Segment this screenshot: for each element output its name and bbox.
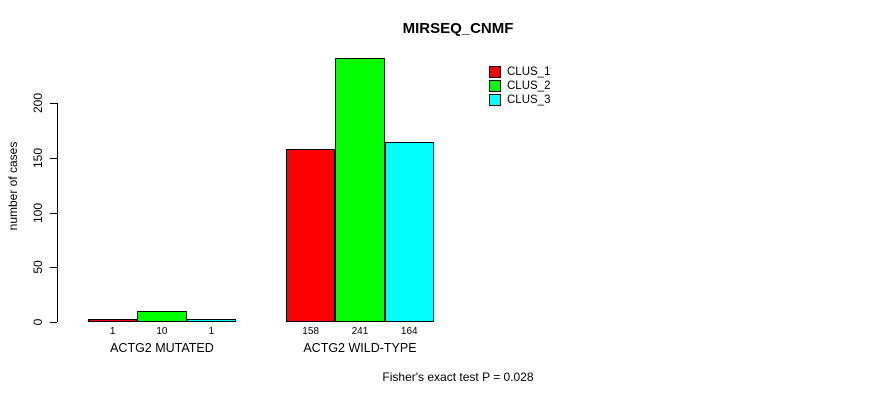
y-tick-mark bbox=[50, 322, 57, 323]
bar-value-label: 1 bbox=[208, 326, 215, 337]
y-tick-label: 0 bbox=[31, 318, 45, 326]
bar-clus_3-actg2-mutated bbox=[186, 319, 236, 322]
legend-swatch bbox=[489, 94, 501, 106]
category-label: ACTG2 WILD-TYPE bbox=[303, 341, 417, 355]
bar-clus_2-actg2-mutated bbox=[137, 311, 187, 322]
y-tick-label: 150 bbox=[31, 147, 45, 168]
legend-label: CLUS_3 bbox=[507, 94, 551, 106]
y-axis-label: number of cases bbox=[6, 141, 20, 231]
chart-title: MIRSEQ_CNMF bbox=[402, 20, 514, 37]
legend-item: CLUS_1 bbox=[489, 65, 550, 79]
y-axis-line bbox=[57, 103, 58, 322]
bar-value-label: 10 bbox=[156, 326, 168, 337]
bar-clus_2-actg2-wild-type bbox=[335, 58, 385, 322]
legend-label: CLUS_2 bbox=[507, 80, 551, 92]
bar-clus_1-actg2-wild-type bbox=[286, 148, 336, 322]
y-tick-mark bbox=[50, 267, 57, 268]
bar-value-label: 241 bbox=[351, 326, 369, 337]
y-tick-mark bbox=[50, 213, 57, 214]
legend-item: CLUS_3 bbox=[489, 93, 550, 107]
bar-value-label: 1 bbox=[109, 326, 116, 337]
y-tick-label: 50 bbox=[31, 260, 45, 274]
legend-label: CLUS_1 bbox=[507, 66, 551, 78]
legend: CLUS_1 CLUS_2 CLUS_3 bbox=[489, 65, 550, 107]
annotation-text: Fisher's exact test P = 0.028 bbox=[382, 370, 534, 384]
bar-clus_3-actg2-wild-type bbox=[384, 142, 434, 322]
bar-value-label: 158 bbox=[302, 326, 319, 337]
bar-value-label: 164 bbox=[400, 326, 418, 337]
y-tick-label: 100 bbox=[31, 202, 45, 223]
y-tick-label: 200 bbox=[31, 92, 45, 114]
y-tick-mark bbox=[50, 158, 57, 159]
legend-item: CLUS_2 bbox=[489, 79, 550, 93]
y-tick-mark bbox=[50, 103, 57, 104]
bar-clus_1-actg2-mutated bbox=[88, 319, 138, 322]
legend-swatch bbox=[489, 80, 501, 92]
category-label: ACTG2 MUTATED bbox=[110, 341, 214, 355]
legend-swatch bbox=[489, 66, 501, 78]
